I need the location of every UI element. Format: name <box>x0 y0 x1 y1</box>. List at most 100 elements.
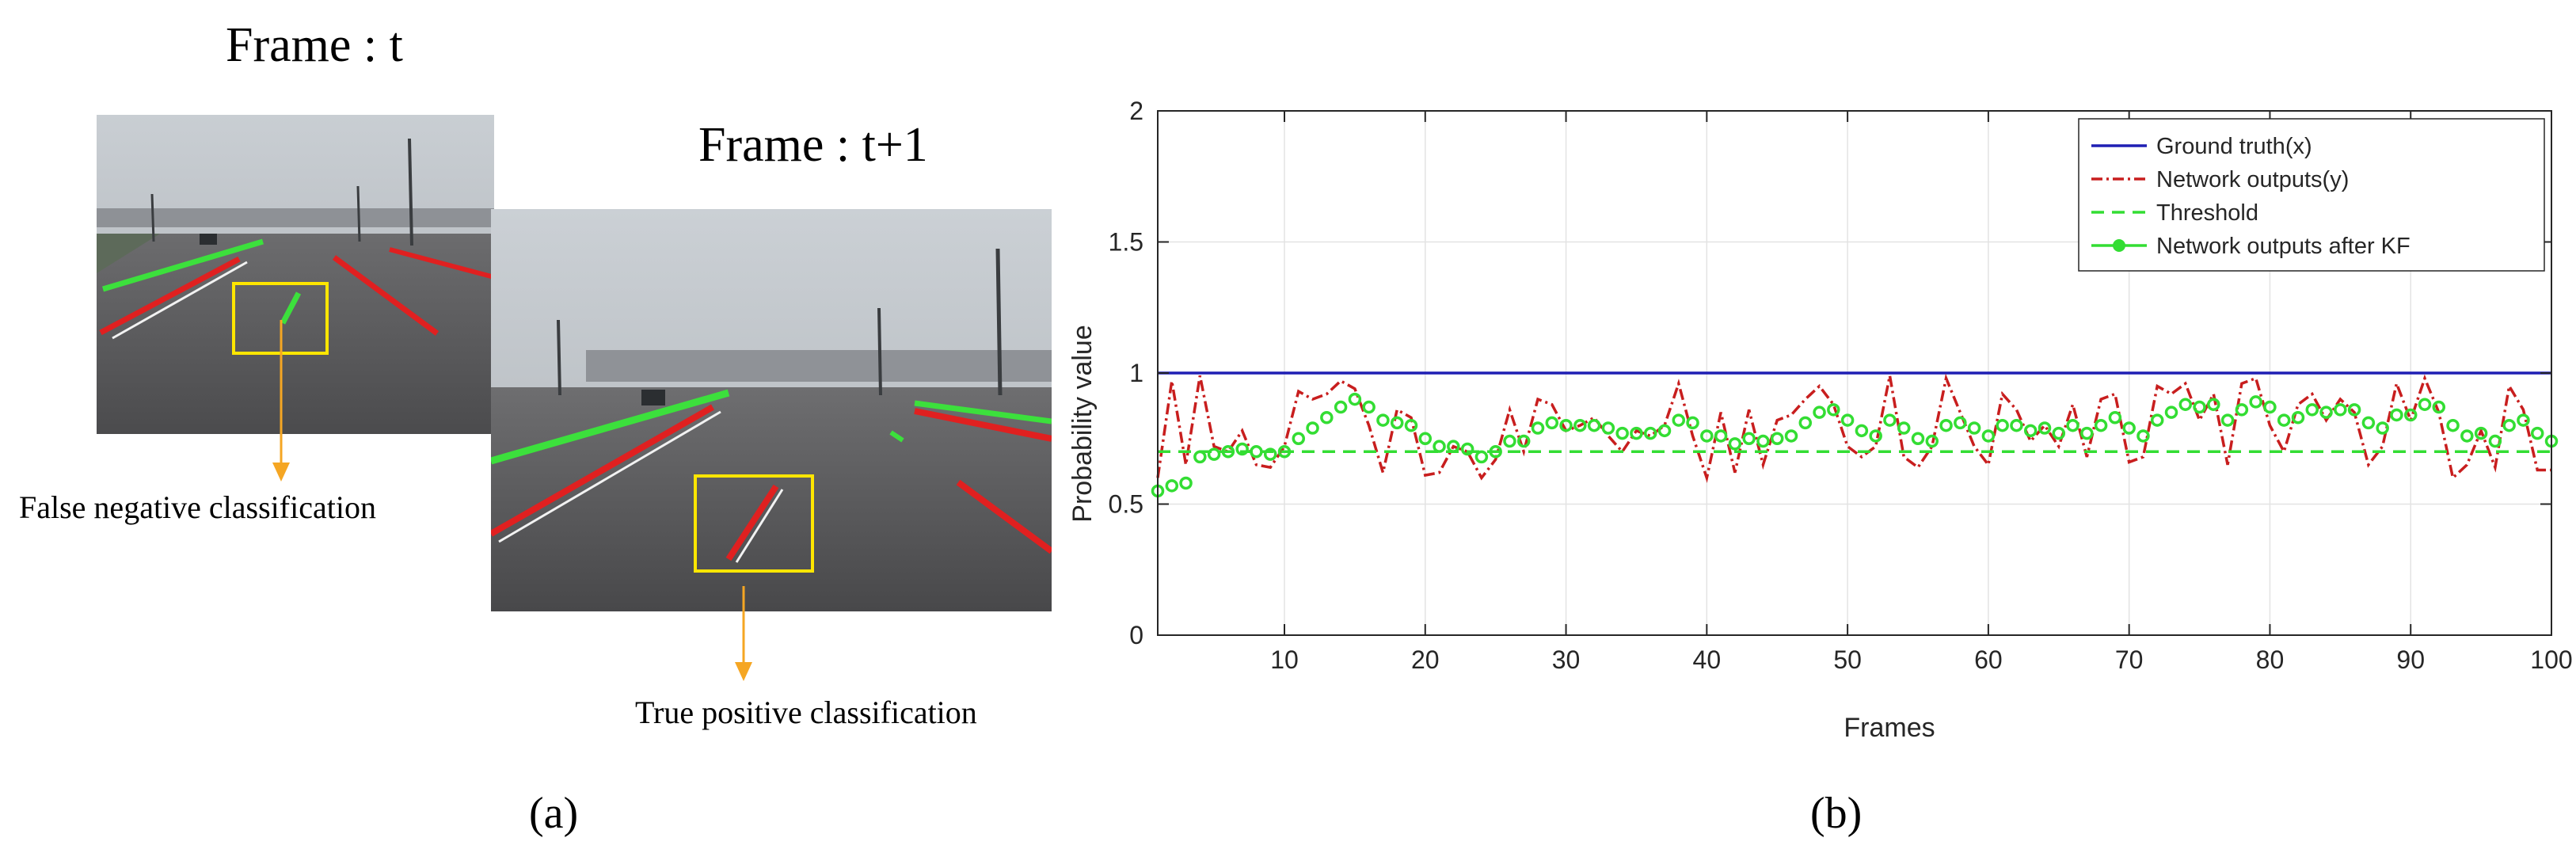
kf-output-point <box>1447 440 1460 453</box>
kf-output-point <box>1292 432 1306 445</box>
kf-output-point <box>1954 416 1967 430</box>
kf-output-point <box>2235 403 2249 417</box>
kf-output-point <box>2460 429 2474 443</box>
kf-output-point <box>2418 398 2432 411</box>
kf-output-point <box>1390 416 1404 430</box>
kf-output-point <box>1263 447 1277 461</box>
kf-output-point <box>1193 450 1207 464</box>
kf-output-point <box>2094 418 2108 432</box>
kf-output-point <box>1630 426 1643 440</box>
arrow-down-icon <box>735 586 752 681</box>
kf-output-point <box>1827 403 1840 417</box>
y-tick-label: 0 <box>1129 621 1143 649</box>
y-tick-label: 1.5 <box>1109 228 1143 257</box>
y-tick-label: 1 <box>1129 359 1143 387</box>
kf-output-point <box>2376 421 2389 435</box>
series-line-network-outputs-y <box>1156 373 2551 484</box>
kf-output-point <box>1474 450 1489 464</box>
y-tick-label: 2 <box>1129 97 1143 125</box>
x-axis-label: Frames <box>1844 713 1935 743</box>
kf-output-point <box>2502 418 2516 432</box>
kf-output-point <box>1911 432 1925 445</box>
kf-output-point <box>1320 411 1334 424</box>
kf-output-point <box>1545 416 1559 430</box>
true-positive-label: True positive classification <box>635 695 977 730</box>
kf-output-point <box>2530 426 2544 440</box>
kf-output-point <box>2319 405 2333 419</box>
kf-output-point <box>1362 400 1376 414</box>
panel-b-caption: (b) <box>1810 789 1863 838</box>
chart-legend: Ground truth(x) Network outputs(y) Thresho… <box>2078 118 2545 272</box>
legend-box <box>2078 118 2545 272</box>
kf-output-point <box>2137 429 2150 443</box>
x-tick-label: 10 <box>1270 645 1299 674</box>
kf-output-point <box>2249 395 2262 409</box>
kf-output-point <box>2023 424 2038 438</box>
x-tick-label: 50 <box>1833 645 1862 674</box>
kf-output-point <box>2517 413 2530 427</box>
kf-output-point <box>1840 413 1855 427</box>
x-tick-label: 70 <box>2115 645 2144 674</box>
kf-output-point <box>1714 429 1728 443</box>
kf-output-point <box>1672 413 1686 427</box>
highlight-box-true-positive <box>694 474 814 573</box>
kf-output-point <box>2080 426 2094 440</box>
chart-series <box>1151 371 2559 498</box>
kf-output-point <box>2193 400 2206 414</box>
kf-output-point <box>1813 405 1826 419</box>
frame-t-title: Frame : t <box>226 18 403 72</box>
kf-output-point <box>2207 398 2220 411</box>
kf-output-point <box>2220 413 2235 427</box>
kf-output-point <box>2347 403 2361 417</box>
x-tick-label: 30 <box>1552 645 1581 674</box>
kf-output-point <box>1700 429 1714 443</box>
kf-output-point <box>1798 416 1813 430</box>
kf-output-point <box>1250 445 1263 459</box>
kf-output-point <box>2403 408 2418 422</box>
x-tick-label: 90 <box>2396 645 2425 674</box>
kf-output-point <box>2291 411 2305 424</box>
kf-output-point <box>1531 421 1545 435</box>
kf-output-point <box>1235 442 1249 456</box>
kf-output-point <box>1939 418 1953 432</box>
kf-output-point <box>1615 426 1629 440</box>
kf-output-point <box>1503 434 1516 448</box>
kf-output-point <box>1742 432 1756 445</box>
kf-output-point <box>1869 429 1882 443</box>
kf-output-point <box>1967 421 1981 435</box>
kf-output-point <box>2010 418 2023 432</box>
x-tick-label: 20 <box>1411 645 1440 674</box>
road-image-frame-t1 <box>491 209 1052 611</box>
kf-output-point <box>1516 434 1531 448</box>
kf-output-point <box>2334 403 2347 417</box>
kf-output-point <box>2474 426 2488 440</box>
kf-output-point <box>1573 418 1587 432</box>
kf-output-point <box>1460 442 1474 456</box>
y-axis-label: Probability value <box>1067 325 1098 522</box>
kf-output-point <box>1207 447 1221 461</box>
kf-output-point <box>1897 421 1911 435</box>
legend-label: Threshold <box>2156 200 2258 226</box>
kf-output-point <box>2305 403 2319 417</box>
kf-output-point <box>1179 476 1193 490</box>
false-negative-label: False negative classification <box>19 489 376 525</box>
kf-output-point <box>1559 418 1573 432</box>
kf-output-point <box>2178 398 2193 411</box>
x-tick-label: 60 <box>1974 645 2003 674</box>
kf-output-point <box>1433 440 1446 453</box>
legend-label: Network outputs after KF <box>2156 234 2410 259</box>
kf-output-point <box>1770 432 1784 445</box>
kf-output-point <box>1489 445 1502 459</box>
kf-output-point <box>2150 413 2164 427</box>
kf-output-point <box>2263 400 2277 414</box>
legend-label: Ground truth(x) <box>2156 134 2312 159</box>
legend-marker <box>2113 239 2125 252</box>
kf-output-point <box>1981 429 1996 443</box>
x-tick-label: 100 <box>2530 645 2572 674</box>
kf-output-point <box>2361 416 2376 430</box>
kf-output-point <box>1348 392 1362 406</box>
road-image-frame-t <box>97 115 494 434</box>
kf-output-point <box>2066 418 2079 432</box>
kf-output-point <box>1728 437 1742 451</box>
kf-output-point <box>2488 434 2502 448</box>
